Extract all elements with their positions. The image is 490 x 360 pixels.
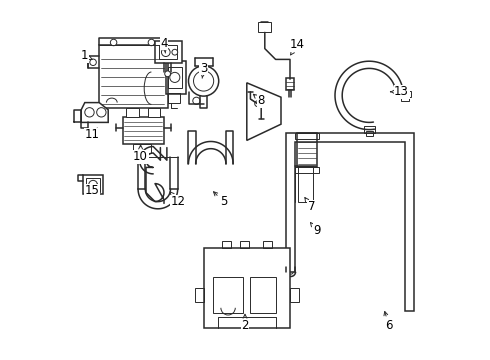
Circle shape: [170, 72, 180, 82]
Bar: [401, 91, 411, 97]
Circle shape: [193, 97, 200, 104]
Text: 6: 6: [384, 311, 393, 332]
Circle shape: [162, 48, 170, 57]
Circle shape: [194, 71, 214, 91]
Bar: [295, 133, 319, 139]
Text: 4: 4: [160, 37, 168, 53]
Bar: [159, 45, 176, 59]
Bar: [155, 41, 182, 63]
Bar: [297, 133, 317, 167]
Circle shape: [89, 180, 98, 189]
Circle shape: [172, 49, 178, 55]
Bar: [258, 22, 271, 32]
Bar: [168, 67, 182, 88]
Text: 14: 14: [290, 39, 305, 55]
Bar: [195, 288, 204, 302]
Text: 9: 9: [311, 222, 321, 237]
Bar: [213, 277, 243, 313]
Polygon shape: [81, 103, 108, 122]
Text: 10: 10: [133, 145, 148, 163]
Text: 2: 2: [241, 314, 249, 332]
Circle shape: [97, 108, 106, 117]
Circle shape: [189, 66, 219, 96]
Circle shape: [255, 101, 261, 107]
Circle shape: [148, 39, 155, 46]
Bar: [263, 241, 272, 248]
Bar: [83, 175, 103, 194]
Bar: [221, 241, 231, 248]
Bar: [290, 288, 299, 302]
Bar: [295, 167, 319, 173]
Bar: [148, 108, 160, 117]
Bar: [168, 93, 180, 103]
Circle shape: [85, 108, 94, 117]
Text: 8: 8: [253, 94, 265, 107]
Text: 13: 13: [391, 85, 409, 98]
Bar: [250, 277, 275, 313]
Text: 11: 11: [84, 128, 99, 141]
Text: 5: 5: [214, 192, 227, 208]
Circle shape: [110, 39, 117, 46]
Text: 7: 7: [305, 198, 316, 213]
Bar: [286, 78, 294, 90]
Bar: [298, 166, 313, 202]
Circle shape: [90, 59, 97, 66]
Text: 12: 12: [170, 192, 186, 208]
Bar: [126, 108, 139, 117]
Text: 1: 1: [81, 49, 92, 62]
Circle shape: [165, 71, 171, 77]
Bar: [204, 248, 290, 328]
Text: 3: 3: [200, 62, 207, 78]
Bar: [86, 178, 99, 192]
Bar: [240, 241, 248, 248]
Bar: [401, 96, 409, 101]
Text: 15: 15: [85, 184, 99, 197]
Bar: [366, 131, 373, 136]
Bar: [122, 117, 164, 144]
Bar: [133, 144, 151, 153]
Bar: [166, 61, 186, 94]
Bar: [99, 45, 168, 108]
Bar: [364, 126, 375, 133]
